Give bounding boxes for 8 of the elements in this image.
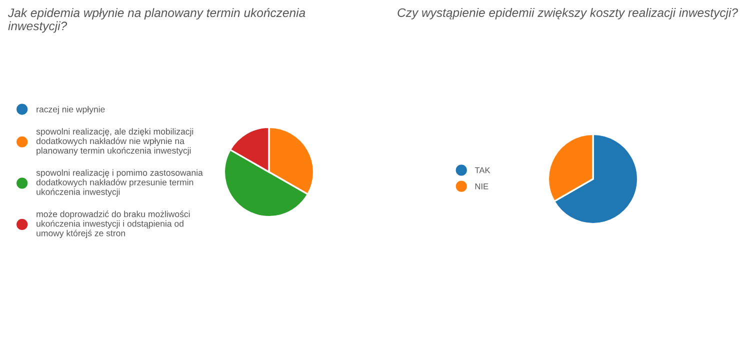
legend-label: TAK [474,167,490,174]
legend-label: spowolni realizację i pomimo zastosowania dodatkowych nakładów przesunie termin ukończenia inwestycji [36,169,203,197]
chart-title: Jak epidemia wpłynie na planowany termin ukończenia inwestycji? [8,8,306,33]
legend-label: raczej nie wpłynie [36,106,105,114]
legend-label: może doprowadzić do braku możliwości ukończenia inwestycji i odstąpienia od umowy którejś ze stron [36,210,190,238]
legend-label: spowolni realizację, ale dzięki mobilizacji dodatkowych nakładów nie wpłynie na planowany termin ukończenia inwestycji [36,128,194,156]
chart-title: Czy wystąpienie epidemii zwiększy koszty realizacji inwestycji? [398,8,738,20]
legend-label: NIE [475,183,488,190]
